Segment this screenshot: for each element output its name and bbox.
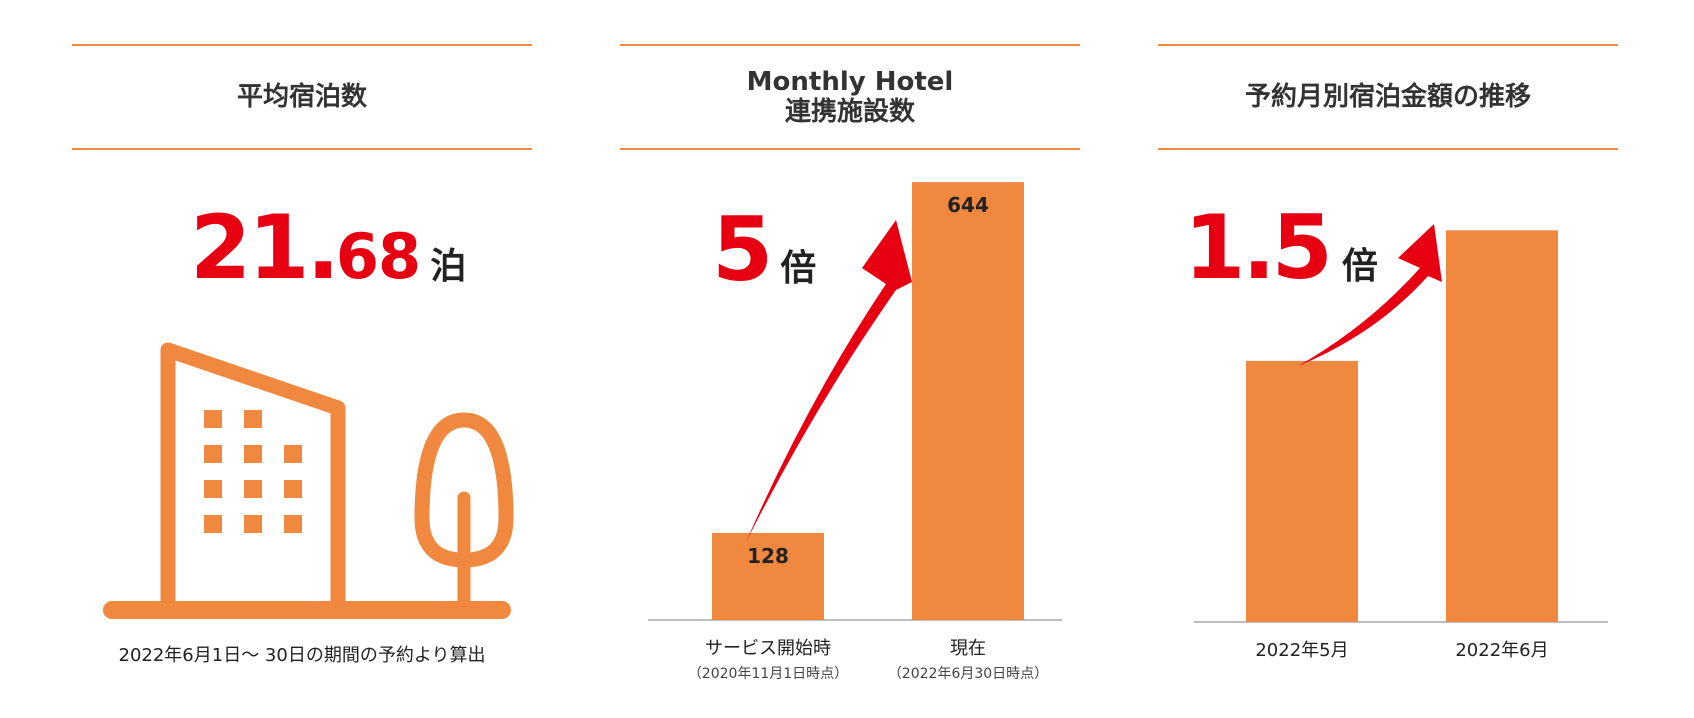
x-tick-label: 2022年5月 bbox=[1255, 640, 1348, 661]
amount-bar-chart: 2022年5月 2022年6月 bbox=[1194, 224, 1608, 661]
bottom-rule bbox=[72, 148, 532, 150]
value-unit: 倍 bbox=[1341, 246, 1378, 287]
bottom-rule bbox=[620, 148, 1080, 150]
facilities-bar-chart: 128 サービス開始時 （2020年11月1日時点） 644 現在 （2022年6月30日… bbox=[648, 182, 1062, 682]
value-dot: . bbox=[1242, 196, 1276, 299]
x-tick-label: 2022年6月 bbox=[1455, 640, 1548, 661]
value-unit: 倍 bbox=[780, 248, 817, 289]
top-rule bbox=[1158, 44, 1618, 46]
bar bbox=[1446, 230, 1558, 623]
value-integer: 1 bbox=[1184, 196, 1245, 299]
panel-title: 平均宿泊数 bbox=[72, 50, 532, 146]
value-decimal: 5 bbox=[1271, 196, 1333, 299]
bar bbox=[1246, 360, 1358, 622]
calculation-note: 2022年6月1日〜 30日の期間の予約より算出 bbox=[118, 645, 486, 666]
value-integer: 21 bbox=[190, 196, 309, 299]
building-and-tree-icon bbox=[103, 342, 514, 619]
value-dot: . bbox=[306, 196, 340, 299]
bottom-rule bbox=[1158, 148, 1618, 150]
x-tick-sublabel: （2020年11月1日時点） bbox=[688, 666, 848, 682]
panel-title-text: 予約月別宿泊金額の推移 bbox=[1244, 82, 1531, 113]
value-integer: 5 bbox=[712, 198, 773, 301]
tree-crown bbox=[414, 412, 514, 568]
building-windows bbox=[204, 410, 302, 533]
panel-title: 予約月別宿泊金額の推移 bbox=[1158, 50, 1618, 146]
average-nights-value: 21. 68 泊 bbox=[190, 196, 466, 299]
data-label: 128 bbox=[747, 544, 789, 568]
panel-average-nights: 平均宿泊数 21. 68 泊 2022年6月1日〜 30日の期間の予約より算出 bbox=[72, 0, 532, 718]
x-tick-label: サービス開始時 bbox=[705, 638, 831, 659]
bar bbox=[712, 532, 824, 620]
top-rule bbox=[72, 44, 532, 46]
data-label: 644 bbox=[947, 193, 989, 217]
panel-title-text: 平均宿泊数 bbox=[236, 82, 367, 113]
top-rule bbox=[620, 44, 1080, 46]
title-line-1: Monthly Hotel bbox=[746, 67, 954, 98]
value-unit: 泊 bbox=[430, 246, 467, 287]
panel-title: Monthly Hotel 連携施設数 bbox=[620, 50, 1080, 146]
growth-arrow-icon bbox=[1298, 224, 1442, 366]
growth-arrow-icon bbox=[746, 220, 912, 542]
value-decimal: 68 bbox=[335, 220, 421, 293]
building-outline bbox=[160, 342, 346, 612]
title-line-2: 連携施設数 bbox=[784, 97, 915, 127]
x-tick-label: 現在 bbox=[950, 638, 986, 659]
bar bbox=[912, 182, 1024, 620]
x-tick-sublabel: （2022年6月30日時点） bbox=[888, 666, 1048, 682]
